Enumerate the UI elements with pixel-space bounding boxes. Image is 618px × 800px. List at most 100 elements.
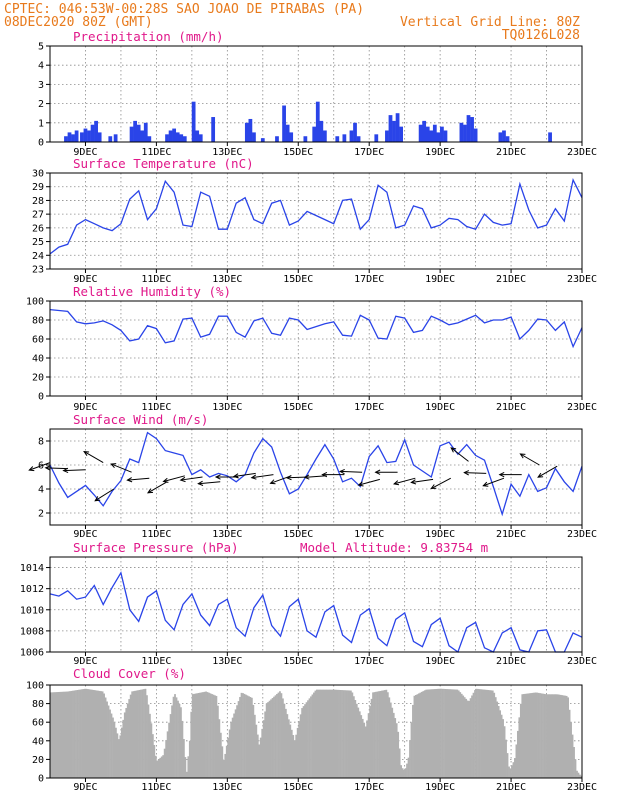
wind-arrow xyxy=(321,471,345,478)
cloud-bar xyxy=(284,708,287,778)
precip-bar xyxy=(248,118,253,142)
y-tick-label: 20 xyxy=(32,755,44,766)
cloud-bar xyxy=(311,694,314,778)
cloud-bar xyxy=(140,689,142,778)
cloud-bar xyxy=(499,710,502,778)
cloud-bar xyxy=(531,692,534,778)
y-tick-label: 1012 xyxy=(20,584,44,595)
cloud-bar xyxy=(72,690,74,778)
cloud-bar xyxy=(131,691,134,778)
cloud-bar xyxy=(193,693,196,778)
cloud-bar xyxy=(103,693,105,778)
precip-bar xyxy=(505,136,510,142)
wind-arrow-head xyxy=(62,467,69,474)
wind-arrow-head xyxy=(162,477,169,483)
cloud-bar xyxy=(435,688,438,778)
cloud-bar xyxy=(298,721,301,778)
cloud-bar xyxy=(120,727,123,778)
wind-arrow xyxy=(162,475,185,483)
cloud-bar xyxy=(370,698,373,778)
cloud-bar xyxy=(258,744,261,778)
precip-bar xyxy=(422,120,427,142)
y-tick-label: 5 xyxy=(38,42,44,53)
x-tick-label: 17DEC xyxy=(354,274,384,285)
wind-arrow-shaft xyxy=(520,453,540,466)
cloud-bar xyxy=(516,730,519,778)
cloud-bar xyxy=(407,757,410,778)
cloud-bar xyxy=(175,697,178,778)
cloud-bar xyxy=(225,745,228,778)
y-tick-label: 80 xyxy=(32,316,44,327)
cloud-bar xyxy=(249,697,252,778)
wind-arrow-shaft xyxy=(431,477,452,489)
cloud-bar xyxy=(457,690,460,778)
x-tick-label: 11DEC xyxy=(141,274,171,285)
cloud-bar xyxy=(184,757,187,778)
cloud-bar xyxy=(86,689,89,778)
cloud-bar xyxy=(89,689,92,778)
cloud-bar xyxy=(92,689,95,778)
cloud-bar xyxy=(240,692,243,778)
cloud-bar xyxy=(321,689,324,778)
cloud-bar xyxy=(323,689,326,778)
y-tick-label: 0 xyxy=(38,138,44,149)
wind-arrow xyxy=(357,478,380,487)
cloud-bar xyxy=(471,695,473,778)
panel-1: Precipitation (mm/h) 0 1 2 3 4 5 9DEC 11DEC 13DEC… xyxy=(38,29,597,158)
precip-bar xyxy=(147,136,152,142)
wind-arrow-head xyxy=(126,477,133,483)
wind-arrow-shaft xyxy=(464,472,487,474)
wind-arrow xyxy=(28,462,51,472)
cloud-bar xyxy=(456,689,459,778)
cloud-bar xyxy=(352,696,355,778)
cloud-bar xyxy=(404,768,407,778)
cloud-bar xyxy=(364,726,367,778)
y-tick-label: 60 xyxy=(32,718,44,729)
cloud-bar xyxy=(372,692,374,778)
cloud-bar xyxy=(178,703,181,778)
cloud-bar xyxy=(228,729,231,778)
cloud-bar xyxy=(571,734,574,778)
cloud-bar xyxy=(150,723,153,778)
series-line xyxy=(49,308,583,349)
cloud-bar xyxy=(332,689,335,778)
wind-arrow-head xyxy=(482,481,489,487)
cloud-bar xyxy=(63,691,66,778)
wind-arrow-head xyxy=(232,473,239,479)
cloud-bar xyxy=(190,711,193,778)
cloud-bar xyxy=(276,693,278,778)
cloud-bar xyxy=(561,695,564,778)
cloud-bar xyxy=(187,756,190,778)
cloud-bar xyxy=(261,728,264,778)
cloud-bar xyxy=(415,694,417,778)
cloud-bar xyxy=(264,711,267,778)
cloud-bar xyxy=(375,691,377,778)
cloud-bar xyxy=(376,691,379,778)
cloud-bar xyxy=(401,768,404,778)
precip-bar xyxy=(97,132,102,142)
precip-bar xyxy=(260,138,265,142)
cloud-bar xyxy=(270,699,272,778)
precip-bar xyxy=(312,126,317,142)
cloud-bar xyxy=(431,689,434,778)
cloud-bar xyxy=(574,759,577,778)
cloud-bar xyxy=(406,763,408,778)
wind-arrow xyxy=(250,474,274,480)
cloud-bar xyxy=(432,689,435,778)
cloud-bar xyxy=(253,714,256,778)
cloud-bar xyxy=(388,697,391,778)
precip-bar xyxy=(244,122,249,142)
wind-arrow xyxy=(126,477,150,483)
cloud-bar xyxy=(117,739,120,778)
cloud-bar xyxy=(400,765,403,778)
cloud-bar xyxy=(119,735,122,778)
precip-bar xyxy=(399,126,404,142)
precip-bar xyxy=(211,117,216,142)
panel-frame xyxy=(49,428,583,526)
cloud-bar xyxy=(580,775,583,778)
cloud-bar xyxy=(540,693,543,778)
wind-arrow-head xyxy=(374,469,381,475)
wind-arrow-head xyxy=(338,468,345,475)
cloud-bar xyxy=(112,717,114,778)
cloud-bar xyxy=(539,693,541,778)
